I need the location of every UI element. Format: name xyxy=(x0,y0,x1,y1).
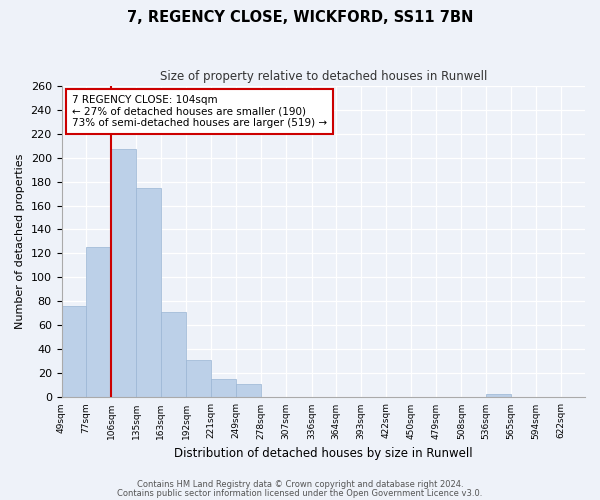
Bar xyxy=(136,188,161,398)
Text: 7, REGENCY CLOSE, WICKFORD, SS11 7BN: 7, REGENCY CLOSE, WICKFORD, SS11 7BN xyxy=(127,10,473,25)
Bar xyxy=(62,306,86,398)
Y-axis label: Number of detached properties: Number of detached properties xyxy=(15,154,25,329)
Bar xyxy=(211,380,236,398)
Title: Size of property relative to detached houses in Runwell: Size of property relative to detached ho… xyxy=(160,70,487,83)
Bar xyxy=(111,149,136,398)
Bar xyxy=(86,248,111,398)
Text: Contains HM Land Registry data © Crown copyright and database right 2024.: Contains HM Land Registry data © Crown c… xyxy=(137,480,463,489)
Bar xyxy=(486,394,511,398)
Bar xyxy=(186,360,211,398)
Bar xyxy=(236,384,261,398)
Bar xyxy=(161,312,186,398)
Text: 7 REGENCY CLOSE: 104sqm
← 27% of detached houses are smaller (190)
73% of semi-d: 7 REGENCY CLOSE: 104sqm ← 27% of detache… xyxy=(72,95,327,128)
X-axis label: Distribution of detached houses by size in Runwell: Distribution of detached houses by size … xyxy=(174,447,473,460)
Text: Contains public sector information licensed under the Open Government Licence v3: Contains public sector information licen… xyxy=(118,488,482,498)
